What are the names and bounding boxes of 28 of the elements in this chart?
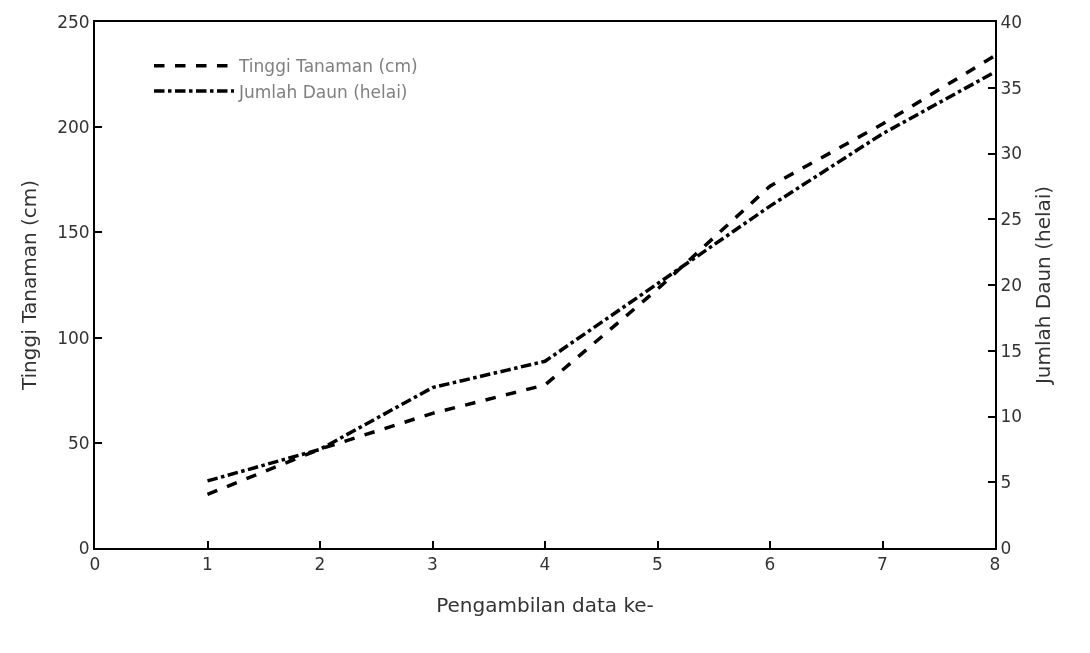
x-tick-label: 1: [202, 554, 213, 575]
y-tick-label: 100: [57, 327, 90, 348]
x-axis-title: Pengambilan data ke-: [436, 593, 654, 618]
x-tick-label: 8: [989, 554, 1001, 575]
x-tick-label: 4: [539, 554, 551, 575]
x-tick-label: 3: [427, 554, 438, 575]
y2-tick-label: 20: [1000, 274, 1023, 295]
y2-tick-label: 10: [1000, 406, 1023, 427]
y-tick-label: 0: [78, 537, 90, 558]
y-tick-label: 200: [57, 117, 90, 138]
x-tick-label: 7: [877, 554, 888, 575]
y2-tick-label: 40: [1000, 11, 1023, 32]
y2-tick-label: 25: [1000, 209, 1023, 230]
x-tick-label: 6: [764, 554, 776, 575]
legend-label: Jumlah Daun (helai): [238, 81, 408, 102]
y2-tick-label: 15: [1000, 340, 1023, 361]
x-tick-label: 5: [652, 554, 663, 575]
y-tick-label: 50: [67, 432, 90, 453]
y2-tick-label: 5: [1000, 472, 1012, 493]
y2-tick-label: 30: [1000, 143, 1023, 164]
x-tick-label: 2: [314, 554, 326, 575]
y-tick-label: 250: [57, 11, 90, 32]
y2-tick-label: 0: [1000, 537, 1012, 558]
y2-axis-title: Jumlah Daun (helai): [1031, 185, 1056, 387]
y2-tick-label: 35: [1000, 77, 1023, 98]
legend-label: Tinggi Tanaman (cm): [238, 56, 418, 77]
y-axis-title: Tinggi Tanaman (cm): [17, 179, 42, 392]
y-tick-label: 150: [57, 222, 90, 243]
